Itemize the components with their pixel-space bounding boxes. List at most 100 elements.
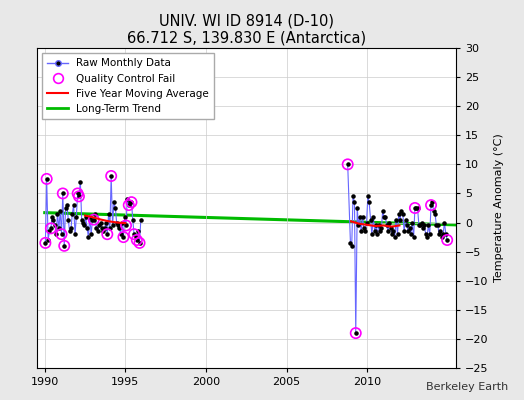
Point [96,219,105,226]
Point [48,214,57,220]
Point [397,208,406,214]
Point [349,193,357,200]
Point [121,214,129,220]
Point [41,240,50,246]
Point [377,225,386,232]
Point [399,211,407,217]
Point [110,199,118,205]
Point [73,190,82,197]
Point [113,219,121,226]
Point [443,237,451,243]
Point [122,222,130,229]
Point [387,225,395,232]
Point [60,243,69,249]
Point [354,222,363,229]
Point [442,231,450,237]
Point [91,211,99,217]
Point [132,234,140,240]
Point [419,225,427,232]
Point [78,216,86,223]
Point [102,219,110,226]
Point [384,228,392,234]
Point [90,216,98,223]
Point [389,228,398,234]
Point [75,193,83,200]
Point [47,225,55,232]
Point [82,214,90,220]
Point [344,161,352,168]
Point [408,219,417,226]
Point [83,225,91,232]
Point [412,205,420,211]
Point [432,222,441,229]
Point [366,216,375,223]
Point [71,231,79,237]
Point [118,219,126,226]
Point [425,231,434,237]
Y-axis label: Temperature Anomaly (°C): Temperature Anomaly (°C) [494,134,504,282]
Point [352,330,360,336]
Text: Berkeley Earth: Berkeley Earth [426,382,508,392]
Point [400,228,408,234]
Point [57,231,66,237]
Point [381,214,389,220]
Point [92,225,101,232]
Point [97,225,106,232]
Point [115,225,124,232]
Point [64,216,72,223]
Point [430,208,438,214]
Point [101,225,109,232]
Point [361,228,369,234]
Point [359,225,368,232]
Point [409,234,418,240]
Point [107,173,115,179]
Point [395,211,403,217]
Point [72,214,81,220]
Point [59,190,67,197]
Point [130,231,138,237]
Point [418,219,426,226]
Point [106,225,114,232]
Point [357,228,365,234]
Point [76,179,84,185]
Point [443,237,451,243]
Point [123,196,132,202]
Point [347,243,356,249]
Point [127,199,136,205]
Point [88,216,96,223]
Point [125,202,133,208]
Point [421,231,430,237]
Point [427,202,435,208]
Point [103,231,112,237]
Point [63,202,71,208]
Point [119,234,128,240]
Point [103,231,112,237]
Point [128,216,137,223]
Point [401,216,410,223]
Point [434,222,442,229]
Point [390,234,399,240]
Point [411,205,419,211]
Point [52,231,60,237]
Point [80,222,89,229]
Point [363,219,371,226]
Point [42,176,51,182]
Point [413,205,422,211]
Point [44,237,52,243]
Point [53,211,62,217]
Point [439,231,447,237]
Point [94,228,102,234]
Point [90,216,98,223]
Point [57,231,66,237]
Point [372,222,380,229]
Point [133,237,141,243]
Point [66,228,74,234]
Point [95,222,103,229]
Point [356,214,364,220]
Point [56,208,64,214]
Point [54,225,63,232]
Point [134,228,143,234]
Point [365,199,373,205]
Point [370,228,379,234]
Point [396,216,405,223]
